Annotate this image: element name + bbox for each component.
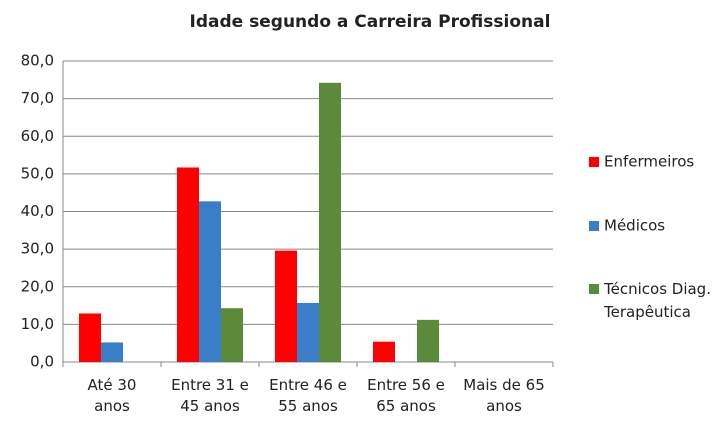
y-tick-label: 70,0 <box>21 89 54 107</box>
y-tick-label: 30,0 <box>21 240 54 258</box>
bar <box>199 201 221 362</box>
y-tick-label: 80,0 <box>21 52 54 70</box>
bar <box>373 341 395 362</box>
y-tick-label: 40,0 <box>21 202 54 220</box>
legend-label: Técnicos Diag. Terapêutica <box>603 280 711 321</box>
bar <box>101 342 123 362</box>
y-tick-label: 60,0 <box>21 127 54 145</box>
legend-label: Enfermeiros <box>604 153 694 171</box>
y-tick-label: 50,0 <box>21 164 54 182</box>
legend-swatch <box>589 221 599 231</box>
bar <box>221 308 243 362</box>
x-tick-label: Entre 31 e 45 anos <box>171 376 249 415</box>
bar <box>417 319 439 362</box>
bar <box>275 250 297 362</box>
legend-label: Médicos <box>604 217 665 235</box>
x-tick-label: Entre 46 e 55 anos <box>269 376 347 415</box>
legend-swatch <box>589 284 599 294</box>
chart-title: Idade segundo a Carreira Profissional <box>190 12 551 32</box>
y-tick-label: 10,0 <box>21 315 54 333</box>
y-tick-label: 20,0 <box>21 277 54 295</box>
bar <box>177 167 199 362</box>
bar <box>319 82 341 362</box>
x-tick-label: Até 30 anos <box>88 376 137 415</box>
bar <box>297 302 319 362</box>
y-tick-label: 0,0 <box>30 353 54 371</box>
bar <box>79 313 101 362</box>
x-tick-label: Mais de 65 anos <box>463 376 545 415</box>
x-tick-label: Entre 56 e 65 anos <box>367 376 445 415</box>
legend-swatch <box>589 157 599 167</box>
